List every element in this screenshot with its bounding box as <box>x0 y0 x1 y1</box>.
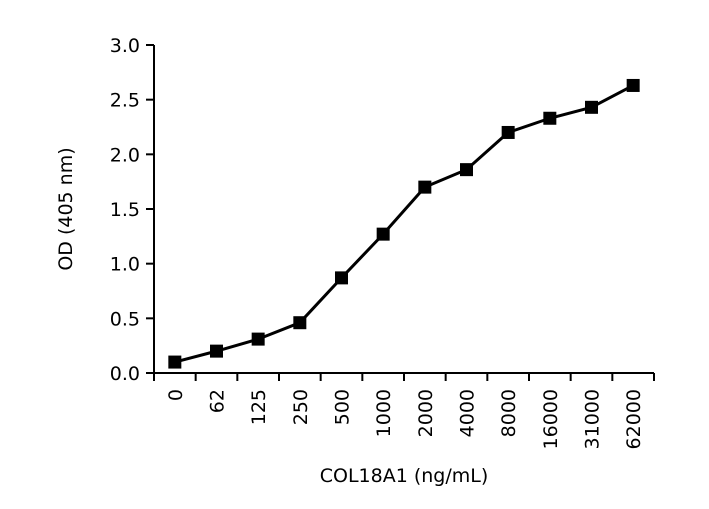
y-tick-label: 0.5 <box>110 308 140 330</box>
data-point <box>210 344 223 358</box>
data-point <box>501 125 515 139</box>
x-tick-label: 0 <box>165 389 187 401</box>
data-point <box>376 227 390 241</box>
x-tick-label: 2000 <box>415 389 437 437</box>
data-point <box>293 316 307 330</box>
x-tick-label: 4000 <box>457 389 479 437</box>
data-point <box>460 163 473 177</box>
x-axis-title: COL18A1 (ng/mL) <box>320 465 489 487</box>
y-tick-label: 2.5 <box>110 90 140 112</box>
series-line <box>174 84 634 364</box>
data-point <box>585 100 598 114</box>
x-tick-label: 8000 <box>498 389 520 437</box>
y-tick-label: 0.0 <box>110 363 140 385</box>
y-tick-label: 2.0 <box>110 144 140 166</box>
x-tick-label: 16000 <box>540 389 562 449</box>
series <box>168 78 640 369</box>
data-point <box>168 355 182 369</box>
x-tick-label: 1000 <box>373 389 395 437</box>
x-tick-label: 250 <box>290 389 312 425</box>
y-tick-label: 1.0 <box>110 254 140 276</box>
data-point <box>543 111 557 125</box>
x-tick-label: 500 <box>332 389 354 425</box>
data-point <box>418 180 432 194</box>
y-tick-label: 1.5 <box>110 199 140 221</box>
x-tick-label: 62000 <box>623 389 645 449</box>
data-point <box>626 78 640 92</box>
data-point <box>251 332 265 346</box>
x-tick-label: 62 <box>207 389 229 413</box>
x-ticks: 0 62 125 250 500 1000 2000 4000 8000 16000 31000 62… <box>153 373 655 449</box>
x-tick-label: 31000 <box>582 389 604 449</box>
y-tick-label: 3.0 <box>110 35 140 57</box>
x-tick-label: 125 <box>248 389 270 425</box>
data-point <box>335 271 348 285</box>
y-axis-title: OD (405 nm) <box>55 147 77 270</box>
y-ticks: 0.0 0.5 1.0 1.5 2.0 2.5 3.0 <box>110 35 154 385</box>
